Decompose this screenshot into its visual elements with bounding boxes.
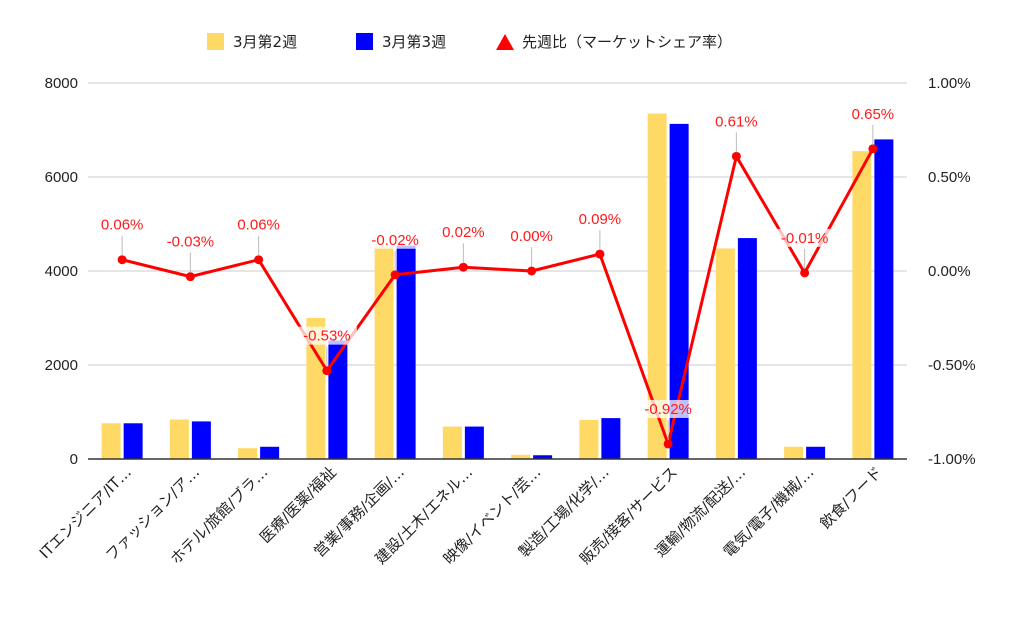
y-left-tick-label: 0 — [70, 451, 78, 468]
bar — [601, 418, 621, 459]
legend-swatch — [356, 33, 373, 50]
data-label-bg — [706, 112, 767, 131]
bar — [374, 246, 394, 459]
data-label-bg — [842, 104, 903, 123]
y-left-tick-label: 4000 — [45, 263, 78, 280]
bar — [784, 446, 804, 459]
data-label: 0.06% — [237, 217, 280, 234]
y-right-tick-label: 0.00% — [928, 263, 971, 280]
line-point — [390, 270, 400, 280]
legend-label: 3月第2週 — [233, 33, 297, 51]
data-label-bg — [228, 215, 289, 234]
bar — [533, 455, 553, 459]
legend-label: 3月第3週 — [382, 33, 446, 51]
legend-swatch — [207, 33, 224, 50]
bar — [579, 419, 599, 459]
data-label-bg — [433, 223, 494, 242]
data-label-bg — [501, 227, 562, 245]
line-point — [527, 266, 537, 276]
data-label-bg — [365, 230, 426, 249]
gridlines — [88, 82, 907, 366]
line-point — [117, 255, 127, 265]
line-point — [254, 255, 264, 265]
y-left-tick-label: 2000 — [45, 357, 78, 374]
data-label: 0.02% — [442, 224, 485, 241]
line-point — [458, 262, 468, 272]
bar — [874, 139, 894, 459]
axes: 0 2000 4000 6000 8000 -1.00% -0.50% 0.00% 0.50% 1… — [36, 75, 976, 568]
bar — [715, 248, 735, 459]
data-label-bg — [92, 215, 153, 234]
data-label-bg — [296, 326, 357, 345]
bar-series — [101, 113, 894, 460]
line-point — [185, 272, 195, 282]
data-label: -0.01% — [781, 230, 829, 247]
line-point — [868, 144, 878, 154]
bar — [464, 426, 484, 459]
data-label: 0.65% — [852, 106, 895, 123]
legend-label: 先週比（マーケットシェア率） — [522, 33, 732, 51]
bar — [396, 245, 416, 459]
data-label-bg — [638, 399, 699, 418]
bar — [442, 426, 462, 459]
line-point — [322, 366, 332, 376]
x-tick-label: 飲食/フード — [816, 463, 885, 532]
data-label-bg — [569, 210, 630, 229]
bar — [737, 238, 757, 459]
bar — [511, 454, 531, 459]
bar — [238, 448, 258, 459]
bar — [806, 446, 826, 459]
y-left-tick-label: 8000 — [45, 75, 78, 92]
bar — [123, 423, 143, 459]
data-label: -0.92% — [644, 401, 692, 418]
line-point — [595, 249, 605, 259]
data-label: 0.00% — [510, 228, 553, 245]
y-right-tick-label: -0.50% — [928, 357, 976, 374]
bar — [328, 340, 348, 459]
legend: 3月第2週 3月第3週 先週比（マーケットシェア率） — [207, 33, 732, 51]
line-path — [121, 148, 875, 446]
line-point — [731, 151, 741, 161]
line-point — [663, 439, 673, 449]
bar — [852, 151, 872, 459]
data-label-bg — [774, 228, 835, 247]
y-left-tick-label: 6000 — [45, 169, 78, 186]
data-label: -0.02% — [371, 232, 419, 249]
bar — [101, 423, 121, 459]
data-label-bg — [160, 232, 221, 251]
data-label: 0.09% — [579, 211, 622, 228]
y-right-tick-label: 0.50% — [928, 169, 971, 186]
bar — [647, 113, 667, 460]
data-label: -0.03% — [167, 234, 215, 251]
y-right-tick-label: 1.00% — [928, 75, 971, 92]
bar — [306, 318, 326, 459]
bar — [191, 421, 211, 459]
data-label: 0.06% — [101, 217, 144, 234]
y-right-tick-label: -1.00% — [928, 451, 976, 468]
legend-triangle-icon — [496, 34, 514, 50]
bar — [169, 419, 189, 459]
data-label: 0.61% — [715, 113, 758, 130]
line-series: 0.06% -0.03% 0.06% -0.53% -0.02% 0.02% 0.00% 0.… — [92, 104, 903, 449]
line-point — [800, 268, 810, 278]
bar — [260, 446, 280, 459]
data-label: -0.53% — [303, 328, 351, 345]
